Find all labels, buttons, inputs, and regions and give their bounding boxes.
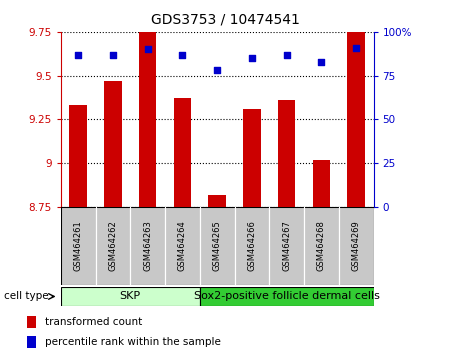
Bar	[304, 207, 339, 285]
Point	[213, 68, 220, 73]
Text: GSM464264: GSM464264	[178, 221, 187, 272]
Text: GSM464267: GSM464267	[282, 221, 291, 272]
Text: GSM464265: GSM464265	[212, 221, 221, 272]
Point	[248, 55, 256, 61]
Bar	[165, 207, 200, 285]
Text: GSM464263: GSM464263	[143, 221, 152, 272]
Bar	[208, 195, 226, 207]
Text: GSM464261: GSM464261	[74, 221, 83, 272]
Bar	[234, 207, 269, 285]
Bar	[200, 207, 234, 285]
Bar	[61, 207, 95, 285]
Text: cell type: cell type	[4, 291, 49, 302]
Text: Sox2-positive follicle dermal cells: Sox2-positive follicle dermal cells	[194, 291, 379, 302]
Bar	[339, 207, 374, 285]
Text: GDS3753 / 10474541: GDS3753 / 10474541	[151, 12, 299, 27]
Text: percentile rank within the sample: percentile rank within the sample	[45, 337, 221, 347]
Text: GSM464262: GSM464262	[108, 221, 117, 272]
Bar	[27, 336, 36, 348]
Bar	[27, 316, 36, 328]
Bar	[278, 100, 295, 207]
Bar	[95, 207, 130, 285]
Bar	[347, 32, 365, 207]
Bar	[61, 287, 200, 306]
Bar	[269, 207, 304, 285]
Point	[109, 52, 117, 57]
Bar	[174, 98, 191, 207]
Bar	[243, 109, 261, 207]
Text: GSM464266: GSM464266	[248, 221, 256, 272]
Bar	[130, 207, 165, 285]
Point	[318, 59, 325, 64]
Bar	[313, 160, 330, 207]
Point	[144, 47, 151, 52]
Point	[352, 45, 360, 51]
Text: GSM464268: GSM464268	[317, 221, 326, 272]
Point	[283, 52, 290, 57]
Point	[179, 52, 186, 57]
Text: transformed count: transformed count	[45, 317, 142, 327]
Bar	[200, 287, 374, 306]
Bar	[139, 32, 156, 207]
Text: SKP: SKP	[120, 291, 141, 302]
Bar	[69, 105, 87, 207]
Point	[75, 52, 82, 57]
Bar	[104, 81, 122, 207]
Text: GSM464269: GSM464269	[351, 221, 360, 272]
